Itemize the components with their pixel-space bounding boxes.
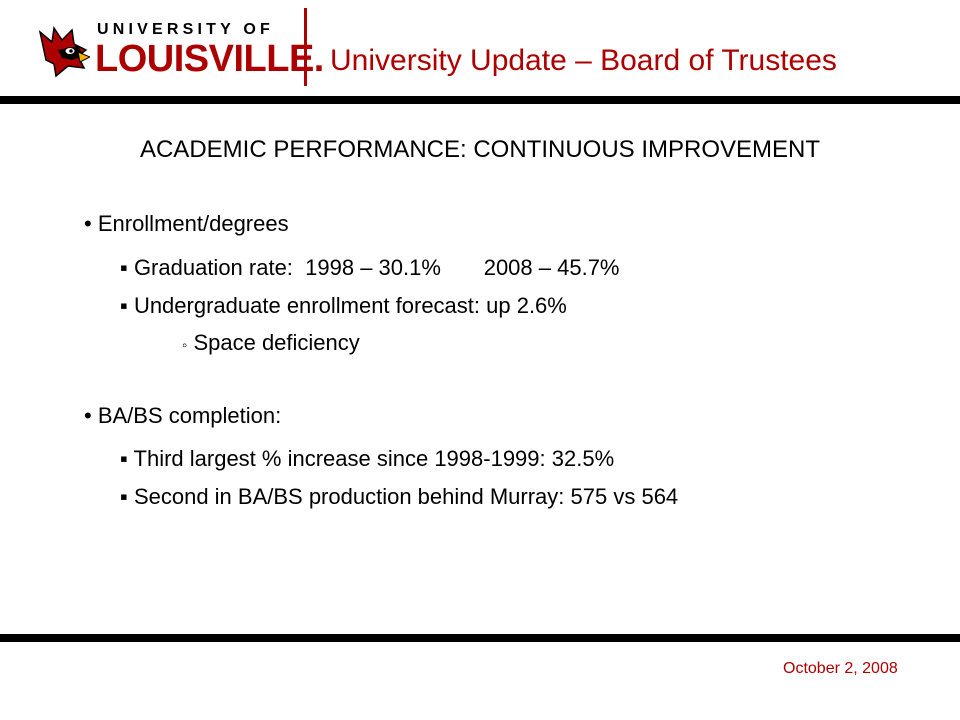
subsubbullet-space-deficiency: ◦ Space deficiency (182, 330, 360, 356)
subbullet-text: Undergraduate enrollment forecast: up 2.… (133, 293, 567, 318)
logo-louisville: LOUISVILLE. (95, 38, 324, 80)
circle-bullet-marker: ◦ (182, 337, 188, 354)
bullet-marker: • (84, 403, 92, 428)
square-bullet-marker: ▪ (120, 293, 128, 318)
logo-university-of: UNIVERSITY OF (97, 21, 274, 38)
square-bullet-marker: ▪ (120, 484, 128, 509)
subbullet-text: Graduation rate: 1998 – 30.1% 2008 – 45.… (133, 255, 620, 280)
slide-header: UNIVERSITY OF LOUISVILLE. University Upd… (0, 0, 960, 104)
subsubbullet-text: Space deficiency (193, 330, 360, 355)
square-bullet-marker: ▪ (120, 446, 128, 471)
bullet-enrollment: • Enrollment/degrees (84, 211, 289, 237)
subbullet-graduation-rate: ▪ Graduation rate: 1998 – 30.1% 2008 – 4… (120, 255, 620, 281)
header-divider (304, 8, 307, 86)
bullet-completion: • BA/BS completion: (84, 403, 281, 429)
subbullet-third-largest: ▪ Third largest % increase since 1998-19… (120, 446, 614, 472)
footer-date: October 2, 2008 (783, 660, 898, 677)
subbullet-second-production: ▪ Second in BA/BS production behind Murr… (120, 484, 678, 510)
university-logo: UNIVERSITY OF LOUISVILLE. (38, 10, 324, 80)
top-rule (0, 96, 960, 104)
subbullet-enrollment-forecast: ▪ Undergraduate enrollment forecast: up … (120, 293, 567, 319)
square-bullet-marker: ▪ (120, 255, 128, 280)
slide-heading: ACADEMIC PERFORMANCE: CONTINUOUS IMPROVE… (139, 136, 821, 163)
bullet-marker: • (84, 211, 92, 236)
bullet-label: BA/BS completion: (97, 403, 282, 428)
bottom-rule (0, 634, 960, 642)
cardinal-head-icon (38, 26, 90, 78)
subbullet-text: Second in BA/BS production behind Murray… (133, 484, 679, 509)
subbullet-text: Third largest % increase since 1998-1999… (133, 446, 615, 471)
bullet-label: Enrollment/degrees (97, 211, 289, 236)
slide-title: University Update – Board of Trustees (330, 44, 837, 77)
